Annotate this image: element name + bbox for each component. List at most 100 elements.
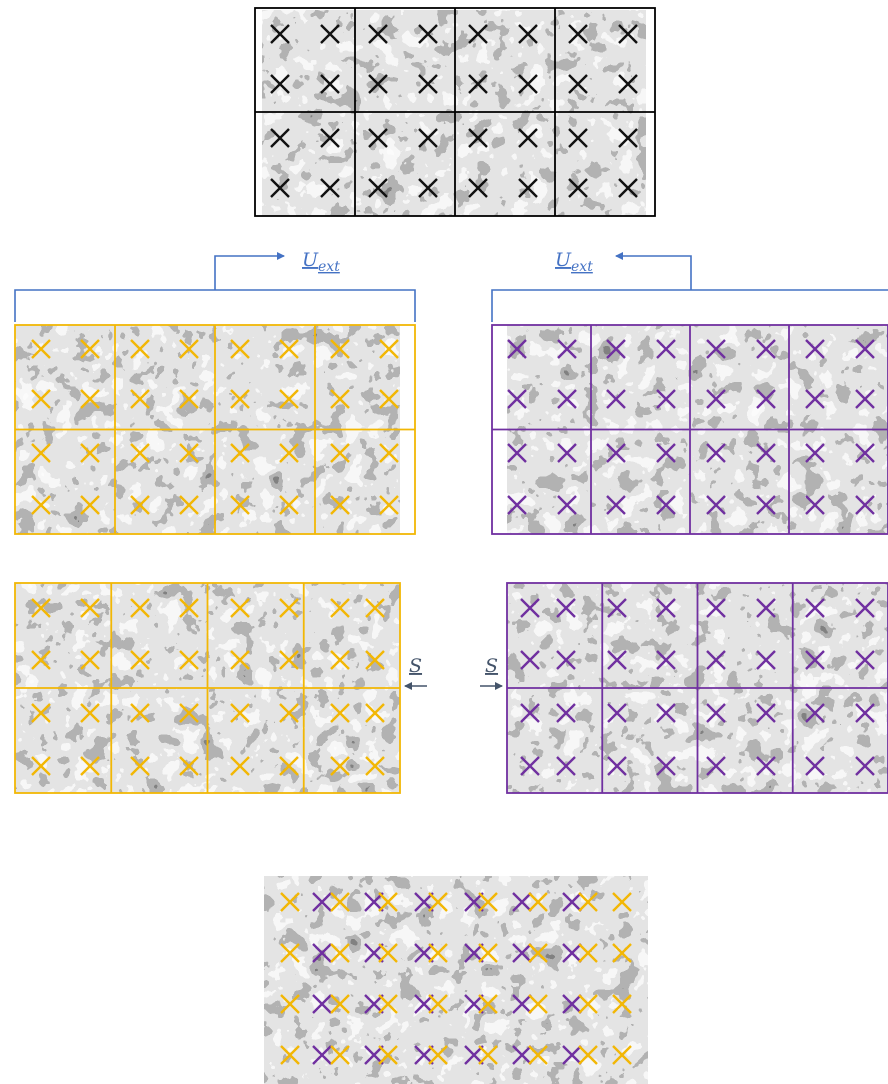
point-marker [130, 389, 150, 409]
original-speckle-image [262, 10, 646, 216]
combined-purple-marker [312, 892, 332, 912]
point-marker [368, 74, 388, 94]
point-marker [230, 443, 250, 463]
point-marker [230, 495, 250, 515]
point-marker [855, 598, 875, 618]
point-marker [80, 389, 100, 409]
combined-purple-marker [562, 1045, 582, 1065]
s-label-left: S [409, 655, 422, 677]
combined-yellow-marker [428, 943, 448, 963]
point-marker [418, 178, 438, 198]
point-marker [279, 339, 299, 359]
combined-yellow-marker [578, 1045, 598, 1065]
combined-purple-marker [512, 943, 532, 963]
point-marker [365, 703, 385, 723]
combined-yellow-marker [478, 994, 498, 1014]
combined-yellow-marker [612, 1045, 632, 1065]
point-marker [330, 598, 350, 618]
point-marker [607, 650, 627, 670]
point-marker [179, 650, 199, 670]
left-shifted-panel [14, 324, 416, 535]
point-marker [279, 756, 299, 776]
point-marker [518, 128, 538, 148]
point-marker [179, 703, 199, 723]
point-marker [130, 598, 150, 618]
point-marker [706, 756, 726, 776]
point-marker [468, 128, 488, 148]
point-marker [130, 703, 150, 723]
point-marker [756, 339, 776, 359]
point-marker [130, 650, 150, 670]
point-marker [607, 756, 627, 776]
point-marker [320, 128, 340, 148]
point-marker [379, 339, 399, 359]
point-marker [557, 495, 577, 515]
point-marker [31, 598, 51, 618]
combined-purple-marker [512, 994, 532, 1014]
point-marker [557, 443, 577, 463]
point-marker [656, 598, 676, 618]
point-marker [379, 443, 399, 463]
u-ext-label-right: Uext [555, 249, 593, 275]
point-marker [855, 703, 875, 723]
combined-purple-marker [414, 994, 434, 1014]
point-marker [365, 598, 385, 618]
point-marker [279, 443, 299, 463]
combined-purple-marker [364, 1045, 384, 1065]
point-marker [320, 24, 340, 44]
point-marker [31, 389, 51, 409]
combined-yellow-marker [528, 994, 548, 1014]
point-marker [706, 443, 726, 463]
point-marker [80, 703, 100, 723]
point-marker [279, 389, 299, 409]
point-marker [556, 703, 576, 723]
left-corrected-subset-grid [14, 582, 401, 794]
combined-yellow-marker [528, 943, 548, 963]
combined-yellow-marker [280, 994, 300, 1014]
left-shifted-subset-grid [14, 324, 416, 535]
point-marker [706, 389, 726, 409]
point-marker [805, 495, 825, 515]
point-marker [230, 650, 250, 670]
point-marker [606, 443, 626, 463]
point-marker [179, 389, 199, 409]
u-ext-right-bracket [491, 252, 888, 322]
point-marker [568, 24, 588, 44]
point-marker [418, 24, 438, 44]
point-marker [368, 128, 388, 148]
point-marker [320, 74, 340, 94]
point-marker [618, 74, 638, 94]
point-marker [706, 650, 726, 670]
point-marker [557, 389, 577, 409]
point-marker [31, 339, 51, 359]
point-marker [507, 339, 527, 359]
point-marker [756, 650, 776, 670]
point-marker [855, 495, 875, 515]
point-marker [130, 339, 150, 359]
point-marker [855, 443, 875, 463]
point-marker [756, 756, 776, 776]
combined-yellow-marker [378, 892, 398, 912]
point-marker [805, 598, 825, 618]
combined-markers [280, 892, 632, 1065]
point-marker [80, 756, 100, 776]
point-marker [706, 495, 726, 515]
point-marker [507, 443, 527, 463]
point-marker [368, 24, 388, 44]
point-marker [756, 598, 776, 618]
point-marker [179, 495, 199, 515]
point-marker [656, 756, 676, 776]
combined-purple-marker [562, 943, 582, 963]
point-marker [379, 495, 399, 515]
combined-yellow-marker [578, 892, 598, 912]
point-marker [368, 178, 388, 198]
right-shifted-subset-grid [491, 324, 888, 535]
point-marker [418, 128, 438, 148]
point-marker [270, 178, 290, 198]
point-marker [320, 178, 340, 198]
point-marker [607, 703, 627, 723]
u-ext-left-bracket [14, 252, 416, 322]
point-marker [855, 650, 875, 670]
point-marker [330, 495, 350, 515]
